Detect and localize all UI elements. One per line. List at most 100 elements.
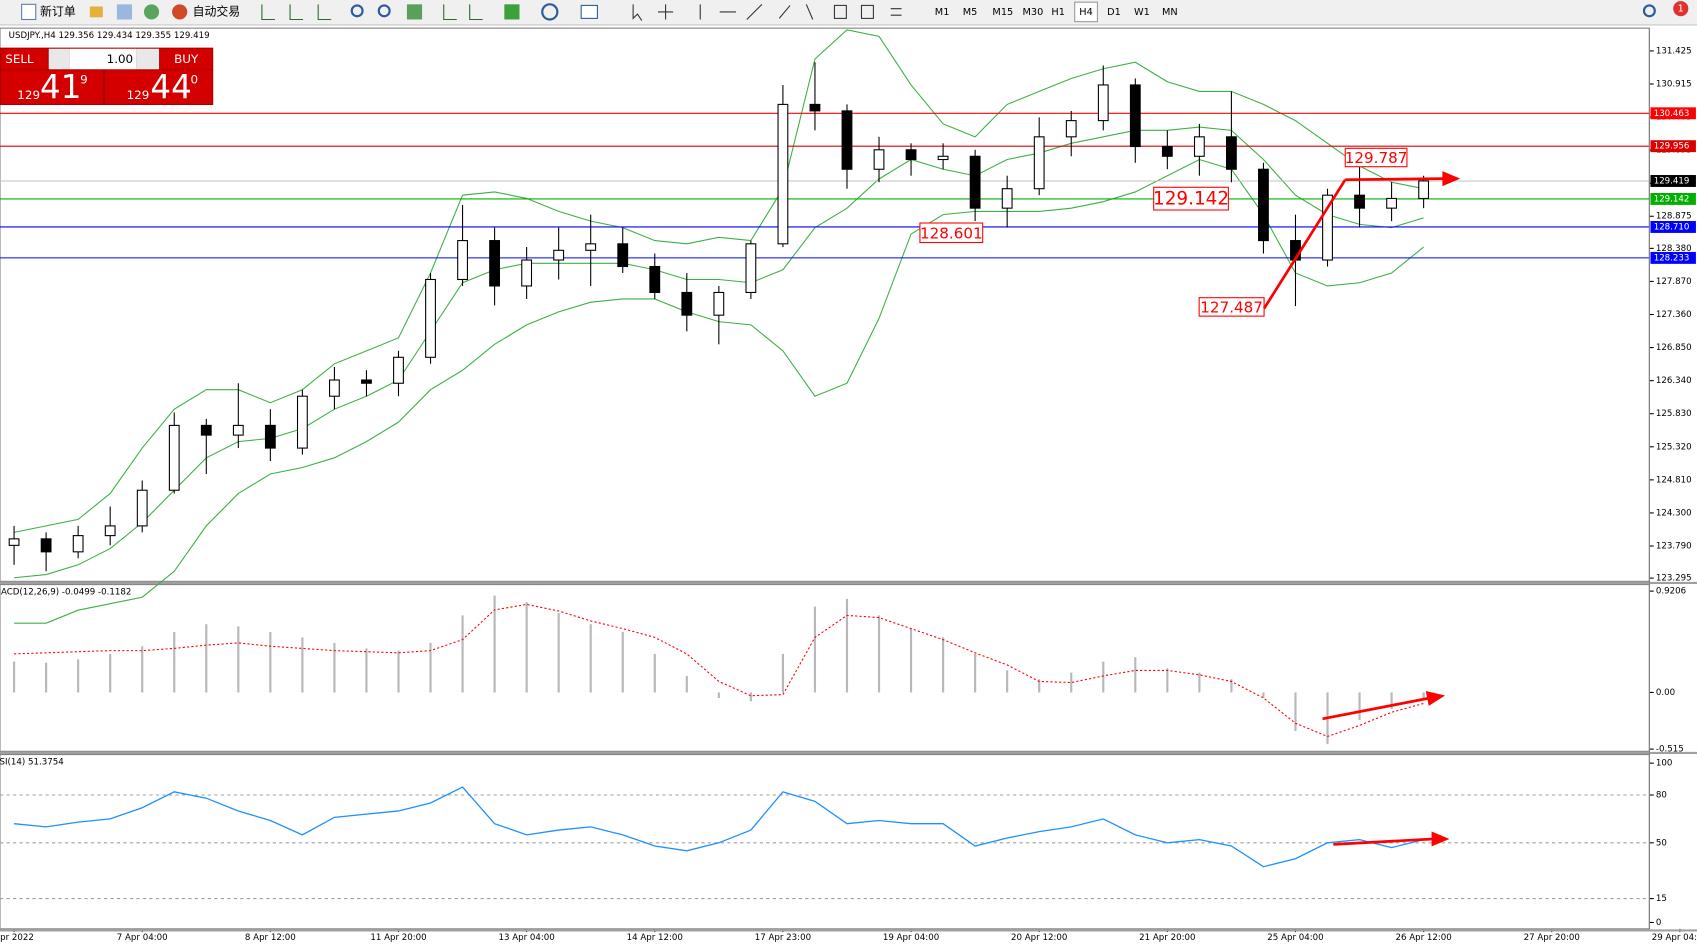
lot-value[interactable]: 1.00 — [107, 52, 133, 66]
timeframe-button[interactable]: M1 — [935, 7, 950, 18]
candle-body — [329, 379, 340, 397]
macd-bar — [589, 624, 592, 693]
y-tick-label: 15 — [1656, 894, 1667, 904]
notification-badge[interactable] — [1673, 1, 1689, 17]
macd-bar — [12, 661, 16, 693]
candle-body — [200, 424, 212, 436]
new-order-icon[interactable] — [21, 3, 37, 21]
lot-input[interactable] — [69, 48, 137, 70]
candle-body — [1418, 180, 1430, 199]
timeframe-bar: M1 M5 M15 M30 H1 H4 D1 W1 MN — [935, 1, 1178, 23]
auto-trading-icon[interactable] — [172, 4, 188, 20]
y-tick-label: 125.830 — [1656, 409, 1692, 419]
price-level-tag — [1650, 221, 1696, 233]
y-tick-label: 126.340 — [1656, 376, 1692, 386]
label-tool[interactable] — [860, 4, 874, 19]
candle-body — [873, 149, 885, 170]
chart-type-icons[interactable] — [261, 4, 483, 21]
candle-body — [264, 424, 276, 449]
x-tick-label: 27 Apr 20:00 — [1524, 933, 1580, 943]
timeframe-button[interactable]: MN — [1162, 7, 1178, 18]
candle-body — [1258, 168, 1269, 242]
indicator-title: RSI(14) 51.3754 — [0, 758, 64, 768]
macd-bar — [109, 653, 112, 693]
rsi-line — [14, 786, 1424, 868]
icon[interactable] — [143, 4, 160, 20]
candle-body — [1097, 84, 1109, 122]
toolbar-buttons: 新订单 自动交易 1 — [21, 1, 1689, 21]
zoom-in[interactable] — [350, 4, 364, 18]
sell-price-box[interactable] — [1, 70, 103, 104]
x-tick-label: 8 Apr 12:00 — [245, 933, 296, 943]
notification-count: 1 — [1678, 4, 1684, 15]
icon[interactable] — [116, 4, 133, 20]
macd-bar — [429, 642, 432, 693]
search[interactable] — [1642, 4, 1656, 18]
price-annotation-box — [1153, 186, 1229, 211]
candle-body — [232, 424, 244, 436]
periods[interactable] — [541, 3, 559, 21]
templates[interactable] — [580, 4, 598, 19]
timeframe-button[interactable]: M30 — [1023, 7, 1044, 18]
macd-bar — [1294, 692, 1297, 731]
new-order-button[interactable]: 新订单 — [40, 4, 76, 18]
y-tick-label: 128.875 — [1656, 212, 1692, 222]
buy-price-box[interactable] — [104, 70, 213, 104]
sell-button[interactable] — [1, 48, 48, 70]
candle-body — [1065, 120, 1077, 138]
candle-body — [1033, 136, 1045, 190]
bollinger-band — [13, 29, 1424, 533]
macd-bar — [685, 675, 688, 693]
lot-up[interactable] — [136, 48, 160, 70]
indicator-title: MACD(12,26,9) -0.0499 -0.1182 — [0, 588, 131, 598]
bollinger-band — [14, 126, 1424, 579]
buy-price-big: 129 — [127, 88, 150, 102]
buy-label[interactable]: BUY — [174, 52, 199, 66]
x-tick-label: 21 Apr 20:00 — [1139, 933, 1195, 943]
candle-body — [649, 265, 661, 293]
price-level-tag — [1650, 175, 1696, 187]
macd-bar — [1070, 672, 1073, 693]
buy-button[interactable] — [160, 48, 213, 70]
timeframe-button[interactable]: W1 — [1134, 7, 1150, 18]
tile[interactable] — [406, 4, 423, 20]
y-tick-label: 126.850 — [1656, 343, 1692, 353]
candle-body — [393, 356, 404, 384]
arrows-tool[interactable] — [890, 8, 902, 16]
candle-body — [1001, 188, 1013, 209]
price-annotation-box — [919, 222, 984, 244]
icon[interactable] — [89, 6, 103, 18]
zoom-out[interactable] — [377, 4, 391, 18]
indicators[interactable] — [504, 4, 520, 20]
candle-body — [104, 525, 116, 537]
candle-body — [1225, 136, 1237, 170]
timeframe-button[interactable]: H4 — [1079, 7, 1093, 18]
y-tick-label: 128.380 — [1656, 244, 1692, 254]
timeframe-button[interactable]: M5 — [963, 7, 978, 18]
buy-price-pips: 44 — [150, 68, 191, 106]
auto-trading-button[interactable]: 自动交易 — [193, 4, 241, 18]
text-tool[interactable] — [833, 4, 847, 19]
candle-body — [905, 149, 917, 161]
drawing-tools[interactable] — [632, 3, 814, 21]
sell-price-pips: 41 — [40, 68, 81, 106]
arrow — [1262, 178, 1347, 310]
trend-arrows — [1262, 171, 1461, 847]
price-level-tag — [1650, 251, 1696, 264]
timeframe-button[interactable]: M15 — [992, 7, 1013, 18]
macd-bar — [301, 637, 304, 693]
y-tick-label: 124.810 — [1656, 475, 1692, 485]
macd-bar — [1358, 692, 1361, 720]
macd-bar — [173, 631, 176, 693]
candle-body — [585, 243, 597, 251]
macd-bar — [525, 602, 528, 693]
macd-bar — [909, 628, 913, 693]
timeframe-button[interactable]: H1 — [1051, 7, 1065, 18]
sell-label[interactable]: SELL — [5, 52, 34, 66]
timeframe-button[interactable]: D1 — [1107, 7, 1121, 18]
price-level-tag — [1650, 192, 1696, 205]
price-level-tag — [1650, 140, 1696, 153]
lot-down[interactable] — [48, 48, 70, 70]
candle-body — [1386, 197, 1397, 209]
